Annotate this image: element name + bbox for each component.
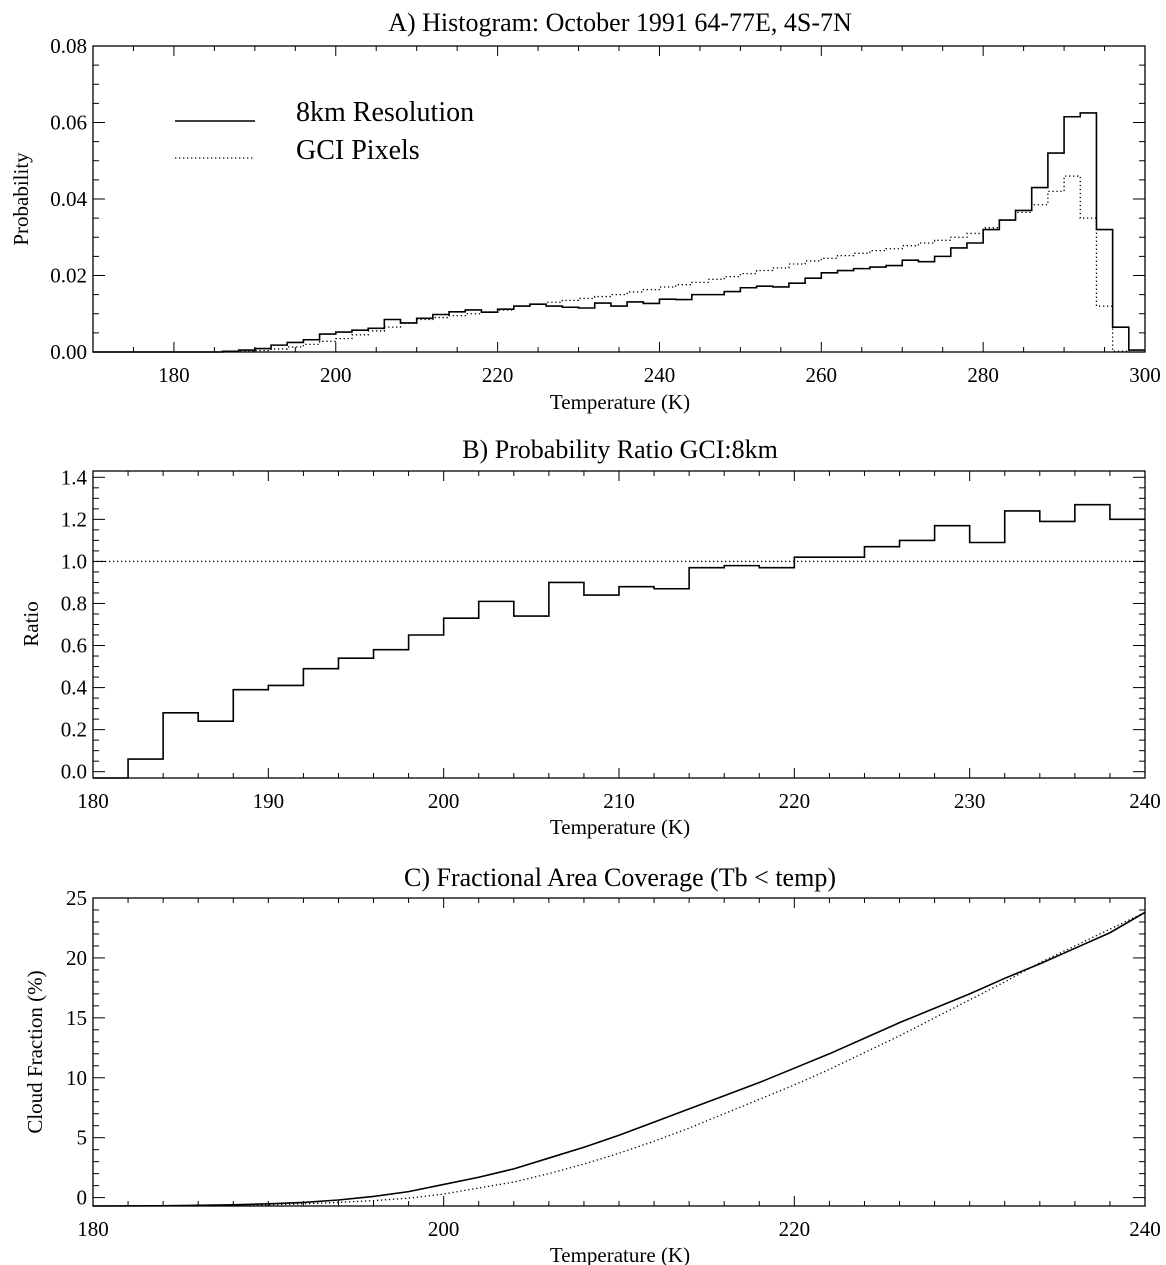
panel-b-frame [92,470,1146,779]
panel-b-x-tick-label: 180 [77,789,109,813]
panel-b-title: B) Probability Ratio GCI:8km [462,435,778,464]
panel-a-y-axis-label: Probability [9,152,33,246]
panel-a-x-tick-label: 280 [967,363,999,387]
panel-b-y-tick-label: 0.2 [61,718,87,742]
panel-c-title: C) Fractional Area Coverage (Tb < temp) [404,863,836,892]
panel-a-x-axis-label: Temperature (K) [550,390,690,414]
panel-b-x-tick-label: 200 [428,789,460,813]
panel-a-x-tick-label: 180 [158,363,190,387]
panel-a-y-tick-label: 0.04 [50,187,87,211]
panel-a-histogram: A) Histogram: October 1991 64-77E, 4S-7N… [9,8,1161,414]
panel-c-y-tick-label: 10 [66,1066,87,1090]
panel-a-series-dotted-line [93,175,1145,353]
panel-c-y-axis-label: Cloud Fraction (%) [23,970,47,1133]
panel-a-x-tick-label: 300 [1129,363,1161,387]
panel-a-y-tick-label: 0.06 [50,111,87,135]
legend: 8km Resolution GCI Pixels [175,97,474,166]
panel-c-series-dotted-line [92,911,1146,1207]
panel-c-y-tick-label: 0 [77,1186,88,1210]
panel-b-x-tick-label: 220 [779,789,811,813]
panel-a-x-tick-label: 260 [806,363,838,387]
legend-label-gci: GCI Pixels [296,135,420,166]
panel-c-y-tick-label: 25 [66,886,87,910]
panel-b-series-solid-line [93,503,1145,779]
panel-c-x-tick-label: 220 [779,1217,811,1241]
panel-b-y-tick-label: 0.6 [61,634,87,658]
panel-b-y-tick-label: 0.0 [61,760,87,784]
panel-b-y-axis-label: Ratio [19,601,43,647]
panel-c-x-tick-label: 180 [77,1217,109,1241]
panel-a-y-tick-label: 0.00 [50,340,87,364]
panel-b-y-tick-label: 1.4 [61,465,88,489]
panel-a-frame [92,45,1146,353]
panel-b-x-tick-label: 240 [1129,789,1161,813]
panel-c-y-tick-label: 5 [77,1126,88,1150]
panel-a-x-tick-label: 220 [482,363,514,387]
panel-a-y-tick-label: 0.08 [50,34,87,58]
panel-a-title: A) Histogram: October 1991 64-77E, 4S-7N [388,8,852,37]
panel-b-x-tick-label: 190 [253,789,285,813]
panel-c-coverage: C) Fractional Area Coverage (Tb < temp) … [23,863,1161,1265]
panel-b-x-axis-label: Temperature (K) [550,815,690,839]
panel-b-y-tick-label: 1.2 [61,507,87,531]
panel-b-y-tick-label: 1.0 [61,549,87,573]
panel-b-y-tick-label: 0.8 [61,591,87,615]
panel-a-x-tick-label: 240 [644,363,676,387]
panel-c-frame [92,897,1146,1207]
panel-b-x-tick-label: 230 [954,789,986,813]
panel-c-series-solid-line [92,911,1146,1207]
panel-b-ratio: B) Probability Ratio GCI:8km Temperature… [19,435,1161,839]
panel-c-x-axis-label: Temperature (K) [550,1243,690,1265]
panel-c-x-tick-label: 240 [1129,1217,1161,1241]
panel-c-x-tick-label: 200 [428,1217,460,1241]
panel-b-x-tick-label: 210 [603,789,635,813]
panel-a-series-solid-line [93,112,1145,353]
panel-a-x-tick-label: 200 [320,363,352,387]
panel-c-y-tick-label: 20 [66,946,87,970]
panel-c-y-tick-label: 15 [66,1006,87,1030]
panel-b-y-tick-label: 0.4 [61,676,88,700]
legend-label-8km: 8km Resolution [296,97,474,128]
panel-a-y-tick-label: 0.02 [50,264,87,288]
